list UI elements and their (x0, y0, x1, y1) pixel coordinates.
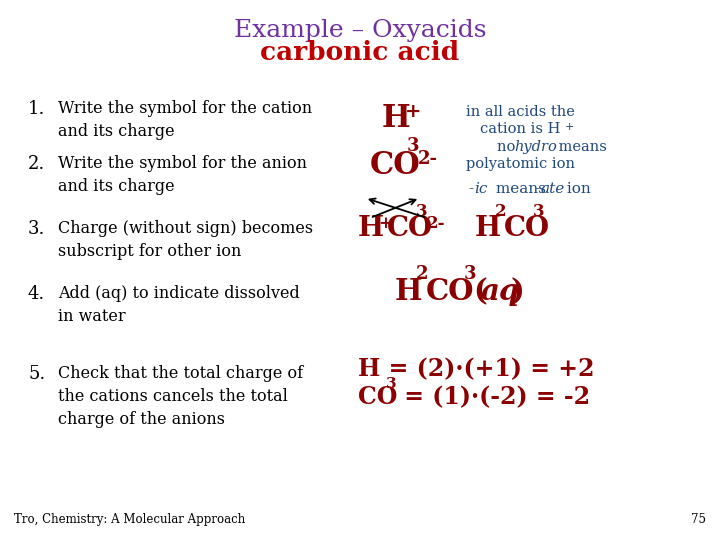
Text: ate: ate (540, 182, 564, 196)
Text: Add (aq) to indicate dissolved
in water: Add (aq) to indicate dissolved in water (58, 285, 300, 325)
Text: Check that the total charge of
the cations cancels the total
charge of the anion: Check that the total charge of the catio… (58, 365, 303, 428)
Text: 3: 3 (416, 203, 428, 220)
Text: +: + (378, 215, 392, 232)
Text: (: ( (473, 277, 487, 306)
Text: Charge (without sign) becomes
subscript for other ion: Charge (without sign) becomes subscript … (58, 220, 313, 260)
Text: in all acids the: in all acids the (466, 105, 575, 119)
Text: 3: 3 (386, 377, 397, 391)
Text: Write the symbol for the anion
and its charge: Write the symbol for the anion and its c… (58, 155, 307, 195)
Text: cation is H: cation is H (480, 122, 560, 136)
Text: -: - (534, 182, 539, 196)
Text: = (1)·(-2) = -2: = (1)·(-2) = -2 (396, 385, 590, 409)
Text: 3.: 3. (28, 220, 45, 238)
Text: H: H (475, 215, 501, 242)
Text: ion: ion (562, 182, 590, 196)
Text: +: + (405, 103, 421, 121)
Text: H: H (358, 215, 384, 242)
Text: +: + (565, 122, 575, 132)
Text: 2-: 2- (427, 215, 446, 232)
Text: 1.: 1. (28, 100, 45, 118)
Text: Write the symbol for the cation
and its charge: Write the symbol for the cation and its … (58, 100, 312, 140)
Text: -: - (468, 182, 473, 196)
Text: H = (2)·(+1) = +2: H = (2)·(+1) = +2 (358, 357, 595, 381)
Text: CO: CO (504, 215, 550, 242)
Text: 4.: 4. (28, 285, 45, 303)
Text: 5.: 5. (28, 365, 45, 383)
Text: Example – Oxyacids: Example – Oxyacids (234, 18, 486, 42)
Text: 2: 2 (495, 203, 507, 220)
Text: ic: ic (474, 182, 487, 196)
Text: CO: CO (387, 215, 433, 242)
Text: hydro: hydro (514, 140, 557, 154)
Text: ): ) (511, 277, 525, 306)
Text: 2: 2 (416, 265, 428, 283)
Text: CO: CO (426, 277, 474, 306)
Text: Tro, Chemistry: A Molecular Approach: Tro, Chemistry: A Molecular Approach (14, 513, 246, 526)
Text: means: means (491, 182, 551, 196)
Text: polyatomic ion: polyatomic ion (466, 157, 575, 171)
Text: H: H (395, 277, 423, 306)
Text: aq: aq (481, 277, 521, 306)
Text: 3: 3 (533, 203, 544, 220)
Text: 2-: 2- (418, 150, 438, 168)
Text: CO: CO (358, 385, 397, 409)
Text: 2.: 2. (28, 155, 45, 173)
Text: 3: 3 (407, 137, 420, 155)
Text: CO: CO (370, 150, 420, 181)
Text: no: no (497, 140, 520, 154)
Text: means: means (554, 140, 607, 154)
Text: 75: 75 (691, 513, 706, 526)
Text: 3: 3 (464, 265, 477, 283)
Text: carbonic acid: carbonic acid (261, 39, 459, 64)
Text: H: H (382, 103, 410, 134)
